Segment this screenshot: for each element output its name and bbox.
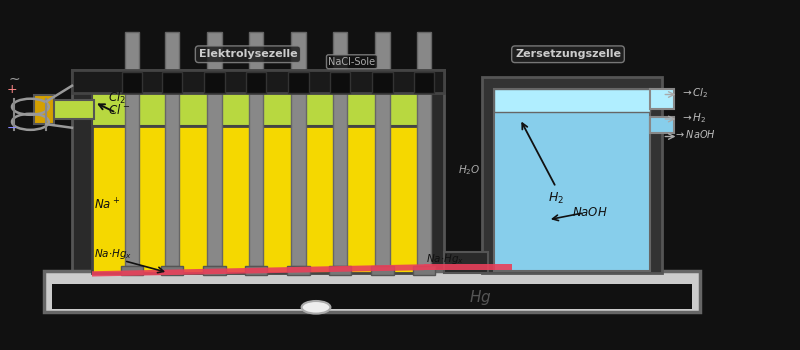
Polygon shape <box>165 32 179 266</box>
Polygon shape <box>249 32 263 266</box>
Polygon shape <box>50 100 94 119</box>
Text: $NaOH$: $NaOH$ <box>572 206 608 219</box>
Polygon shape <box>375 32 390 266</box>
Text: $-$: $-$ <box>6 121 18 134</box>
Text: $Hg$: $Hg$ <box>469 288 491 307</box>
Polygon shape <box>72 70 444 93</box>
Polygon shape <box>203 266 226 275</box>
Polygon shape <box>288 72 309 93</box>
Polygon shape <box>291 32 306 266</box>
Text: $Na{\cdot}Hg_x$: $Na{\cdot}Hg_x$ <box>426 252 465 266</box>
Polygon shape <box>34 94 54 124</box>
Text: $+$: $+$ <box>6 83 18 96</box>
Text: $\rightarrow H_2$: $\rightarrow H_2$ <box>680 111 706 125</box>
Polygon shape <box>204 72 225 93</box>
Polygon shape <box>371 266 394 275</box>
Circle shape <box>302 301 330 314</box>
Polygon shape <box>161 266 183 275</box>
Polygon shape <box>125 32 139 266</box>
Polygon shape <box>52 284 692 309</box>
Polygon shape <box>650 89 674 108</box>
Text: $Cl^-$: $Cl^-$ <box>108 103 130 117</box>
Polygon shape <box>482 77 662 273</box>
Polygon shape <box>207 32 222 266</box>
Text: Zersetzungszelle: Zersetzungszelle <box>515 49 621 59</box>
Text: $Na^+$: $Na^+$ <box>94 198 120 213</box>
Polygon shape <box>330 72 350 93</box>
Polygon shape <box>246 72 266 93</box>
Polygon shape <box>372 72 393 93</box>
Text: $\sim$: $\sim$ <box>6 71 22 85</box>
Polygon shape <box>424 264 512 270</box>
Polygon shape <box>92 126 424 273</box>
Text: $\rightarrow Cl_2$: $\rightarrow Cl_2$ <box>680 86 709 100</box>
Polygon shape <box>92 264 424 276</box>
Polygon shape <box>72 70 444 280</box>
Polygon shape <box>413 266 435 275</box>
Polygon shape <box>417 32 431 266</box>
Text: $\rightarrow NaOH$: $\rightarrow NaOH$ <box>674 128 716 140</box>
Text: $Na{\cdot}Hg_x$: $Na{\cdot}Hg_x$ <box>94 247 132 261</box>
Text: $Cl_2$: $Cl_2$ <box>108 90 126 106</box>
Polygon shape <box>92 91 424 126</box>
Polygon shape <box>245 266 267 275</box>
Polygon shape <box>162 72 182 93</box>
Polygon shape <box>121 266 143 275</box>
Polygon shape <box>287 266 310 275</box>
Polygon shape <box>122 72 142 93</box>
Polygon shape <box>494 89 650 271</box>
Polygon shape <box>44 271 700 312</box>
Polygon shape <box>444 252 488 273</box>
Polygon shape <box>414 72 434 93</box>
Polygon shape <box>333 32 347 266</box>
Text: $H_2O$: $H_2O$ <box>458 163 480 177</box>
Text: Elektrolysezelle: Elektrolysezelle <box>198 49 298 59</box>
Polygon shape <box>329 266 351 275</box>
Polygon shape <box>494 89 650 112</box>
Text: $H_2$: $H_2$ <box>548 191 564 206</box>
Polygon shape <box>650 117 674 133</box>
Text: NaCl-Sole: NaCl-Sole <box>329 57 375 67</box>
